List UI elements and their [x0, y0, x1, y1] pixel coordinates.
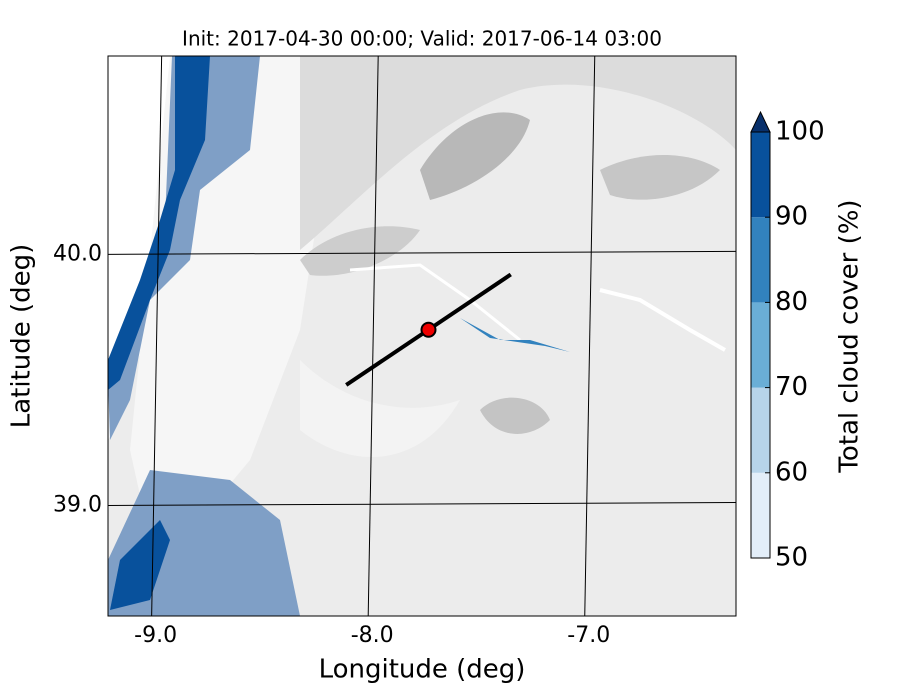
- colorbar-label: Total cloud cover (%): [835, 199, 865, 473]
- colorbar-tick-label: 80: [775, 287, 808, 317]
- colorbar-tick-label: 70: [775, 372, 808, 402]
- grid-line: [151, 55, 163, 617]
- y-tick-label: 40.0: [53, 241, 102, 266]
- colorbar-bin: [751, 302, 770, 388]
- y-axis-label: Latitude (deg): [7, 244, 37, 429]
- colorbar-bin: [751, 217, 770, 303]
- x-tick-label: -9.0: [134, 623, 177, 648]
- colorbar-bin: [751, 387, 770, 473]
- grid-line: [584, 55, 596, 617]
- colorbar-extend: [750, 110, 771, 133]
- terrain-background: [108, 56, 736, 616]
- colorbar-frame: [750, 131, 771, 559]
- location-marker: [420, 321, 437, 338]
- plot-frame: [107, 55, 737, 617]
- x-tick-label: -8.0: [351, 623, 394, 648]
- grid-line: [367, 55, 379, 617]
- grid-line: [107, 250, 737, 255]
- x-tick-label: -7.0: [567, 623, 610, 648]
- colorbar-tick-label: 90: [775, 202, 808, 232]
- chart-title: Init: 2017-04-30 00:00; Valid: 2017-06-1…: [182, 27, 662, 51]
- x-axis-label: Longitude (deg): [319, 655, 526, 685]
- colorbar-tick-label: 50: [775, 543, 808, 573]
- colorbar-tick-label: 100: [775, 117, 825, 147]
- y-tick-label: 39.0: [53, 493, 102, 518]
- grid-line: [107, 502, 737, 507]
- colorbar-bin: [751, 132, 770, 218]
- colorbar-bin: [751, 472, 770, 558]
- colorbar-tick-label: 60: [775, 457, 808, 487]
